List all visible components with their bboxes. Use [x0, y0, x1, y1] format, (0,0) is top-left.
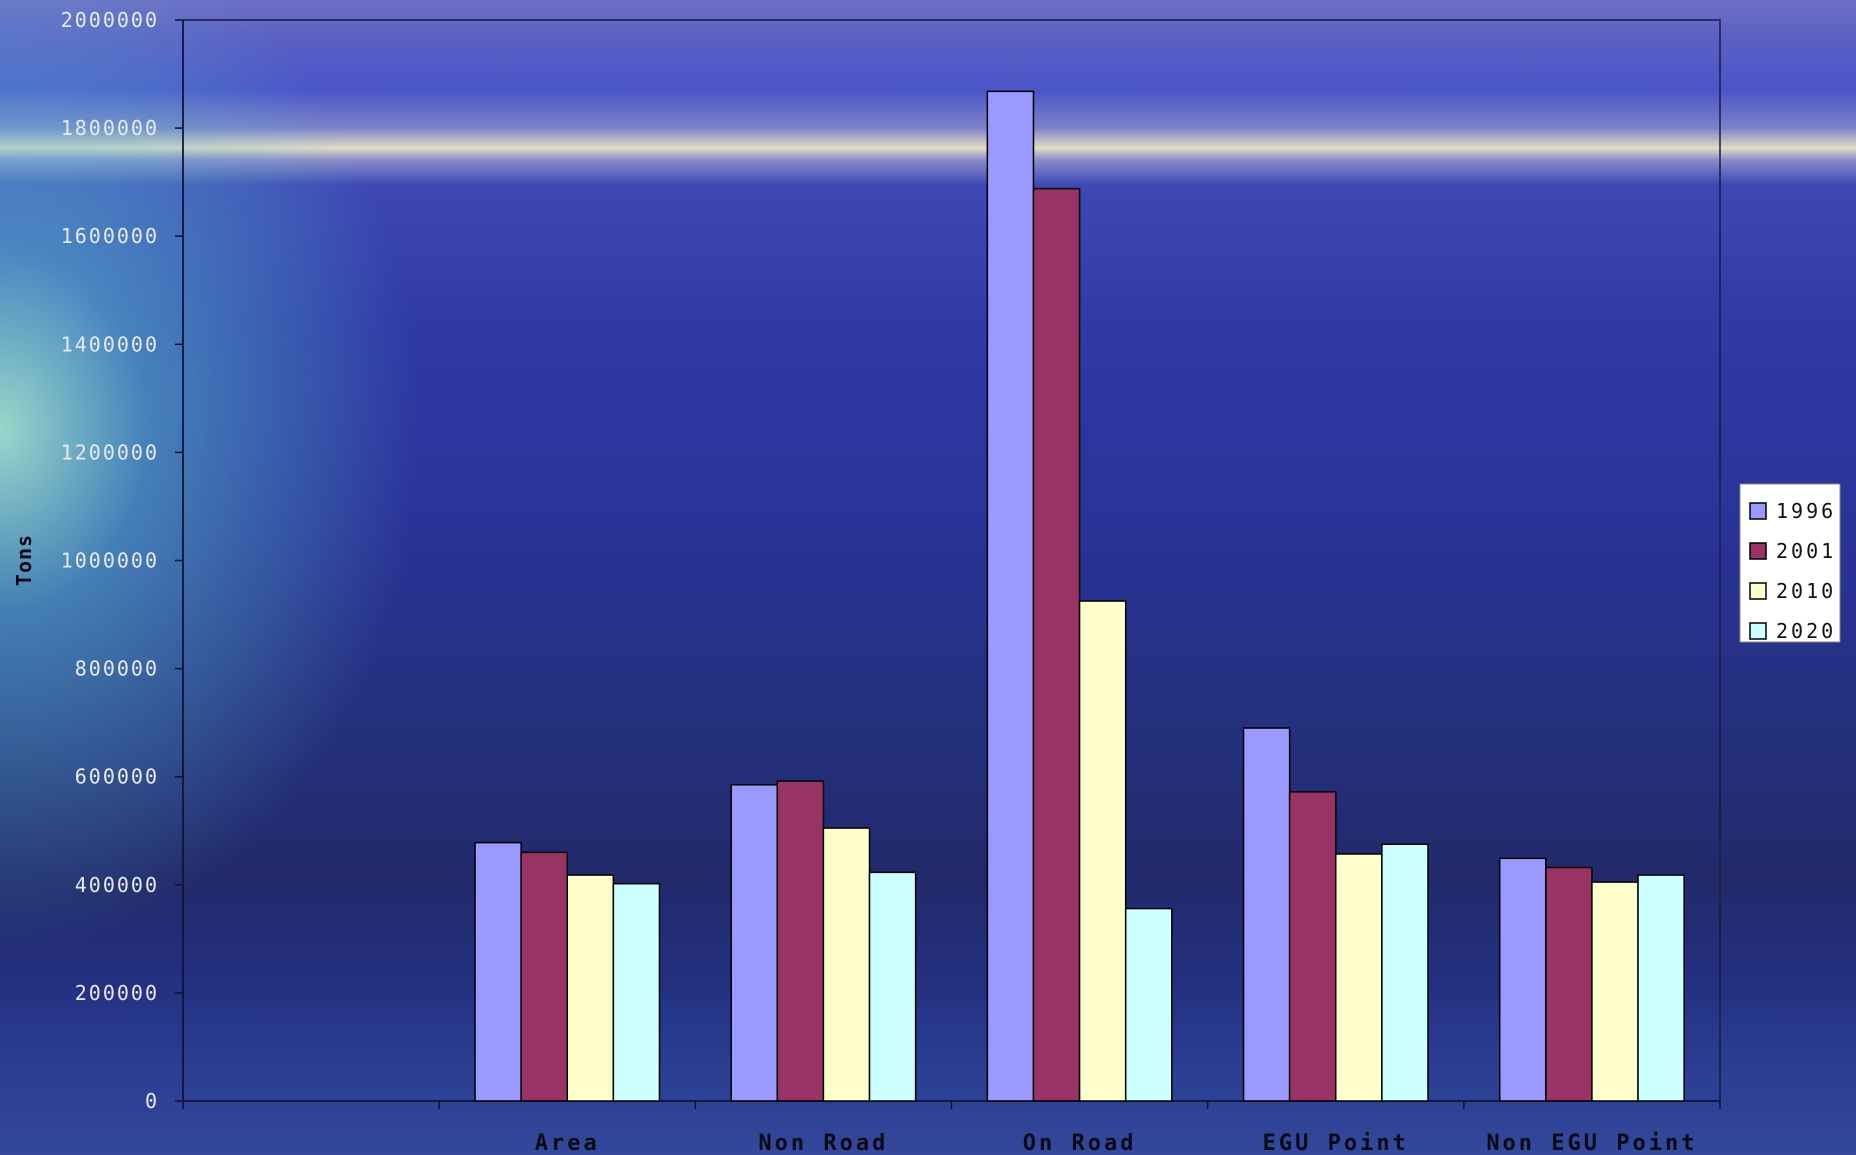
legend-swatch-2001 — [1749, 542, 1767, 560]
bar-2010-egu-point — [1335, 853, 1383, 1102]
bar-1996-on-road — [986, 90, 1035, 1102]
bar-2020-on-road — [1124, 907, 1173, 1102]
legend-label-2010: 2010 — [1776, 579, 1836, 603]
legend-label-2001: 2001 — [1776, 539, 1836, 563]
bar-2010-non-egu-point — [1591, 881, 1639, 1102]
y-tick-label: 1000000 — [61, 549, 159, 573]
legend-label-2020: 2020 — [1776, 619, 1836, 643]
x-axis: Area Non Road On Road EGU Point Non EGU Poin… — [182, 1100, 1721, 1155]
bar-2010-non-road — [822, 827, 871, 1102]
y-tick-label: 1800000 — [61, 116, 159, 140]
bar-2001-on-road — [1032, 187, 1081, 1102]
y-tick-label: 1400000 — [61, 332, 159, 356]
plot-area — [182, 19, 1721, 1102]
x-tick-label: Non EGU Point — [1486, 1131, 1697, 1155]
y-tick-label: 600000 — [75, 765, 159, 789]
x-tick-label: On Road — [1023, 1131, 1137, 1155]
bar-1996-area — [474, 841, 522, 1102]
bar-1996-non-egu-point — [1498, 857, 1547, 1102]
y-axis: 0 200000 400000 600000 800000 1000000 1200000 1… — [61, 8, 184, 1113]
bar-1996-egu-point — [1242, 727, 1291, 1102]
bar-2010-on-road — [1078, 600, 1127, 1102]
y-tick-label: 200000 — [75, 981, 159, 1005]
y-axis-label: Tons — [12, 534, 36, 586]
legend-swatch-2010 — [1749, 582, 1767, 600]
y-tick-label: 400000 — [75, 873, 159, 897]
y-tick-label: 1200000 — [61, 440, 159, 464]
bar-2001-area — [520, 851, 569, 1102]
x-tick-label: EGU Point — [1263, 1131, 1409, 1155]
bar-2020-area — [612, 882, 661, 1102]
legend: 1996 2001 2010 2020 — [1739, 483, 1841, 643]
y-tick-label: 2000000 — [61, 8, 159, 32]
x-tick-label: Area — [535, 1131, 600, 1155]
bar-2001-non-egu-point — [1545, 866, 1593, 1102]
bar-2020-egu-point — [1381, 843, 1429, 1102]
bar-1996-non-road — [730, 784, 779, 1102]
y-tick-label: 1600000 — [61, 224, 159, 248]
y-tick-label: 0 — [145, 1089, 159, 1113]
bar-2001-egu-point — [1288, 791, 1337, 1102]
legend-label-1996: 1996 — [1776, 499, 1836, 523]
bar-2010-area — [566, 874, 615, 1102]
bar-2001-non-road — [776, 780, 825, 1102]
legend-swatch-2020 — [1749, 622, 1767, 640]
legend-swatch-1996 — [1749, 502, 1767, 520]
bar-2020-non-egu-point — [1637, 874, 1685, 1102]
bars — [474, 90, 1685, 1102]
y-tick-label: 800000 — [75, 657, 159, 681]
bar-2020-non-road — [868, 871, 917, 1102]
x-tick-label: Non Road — [758, 1131, 888, 1155]
